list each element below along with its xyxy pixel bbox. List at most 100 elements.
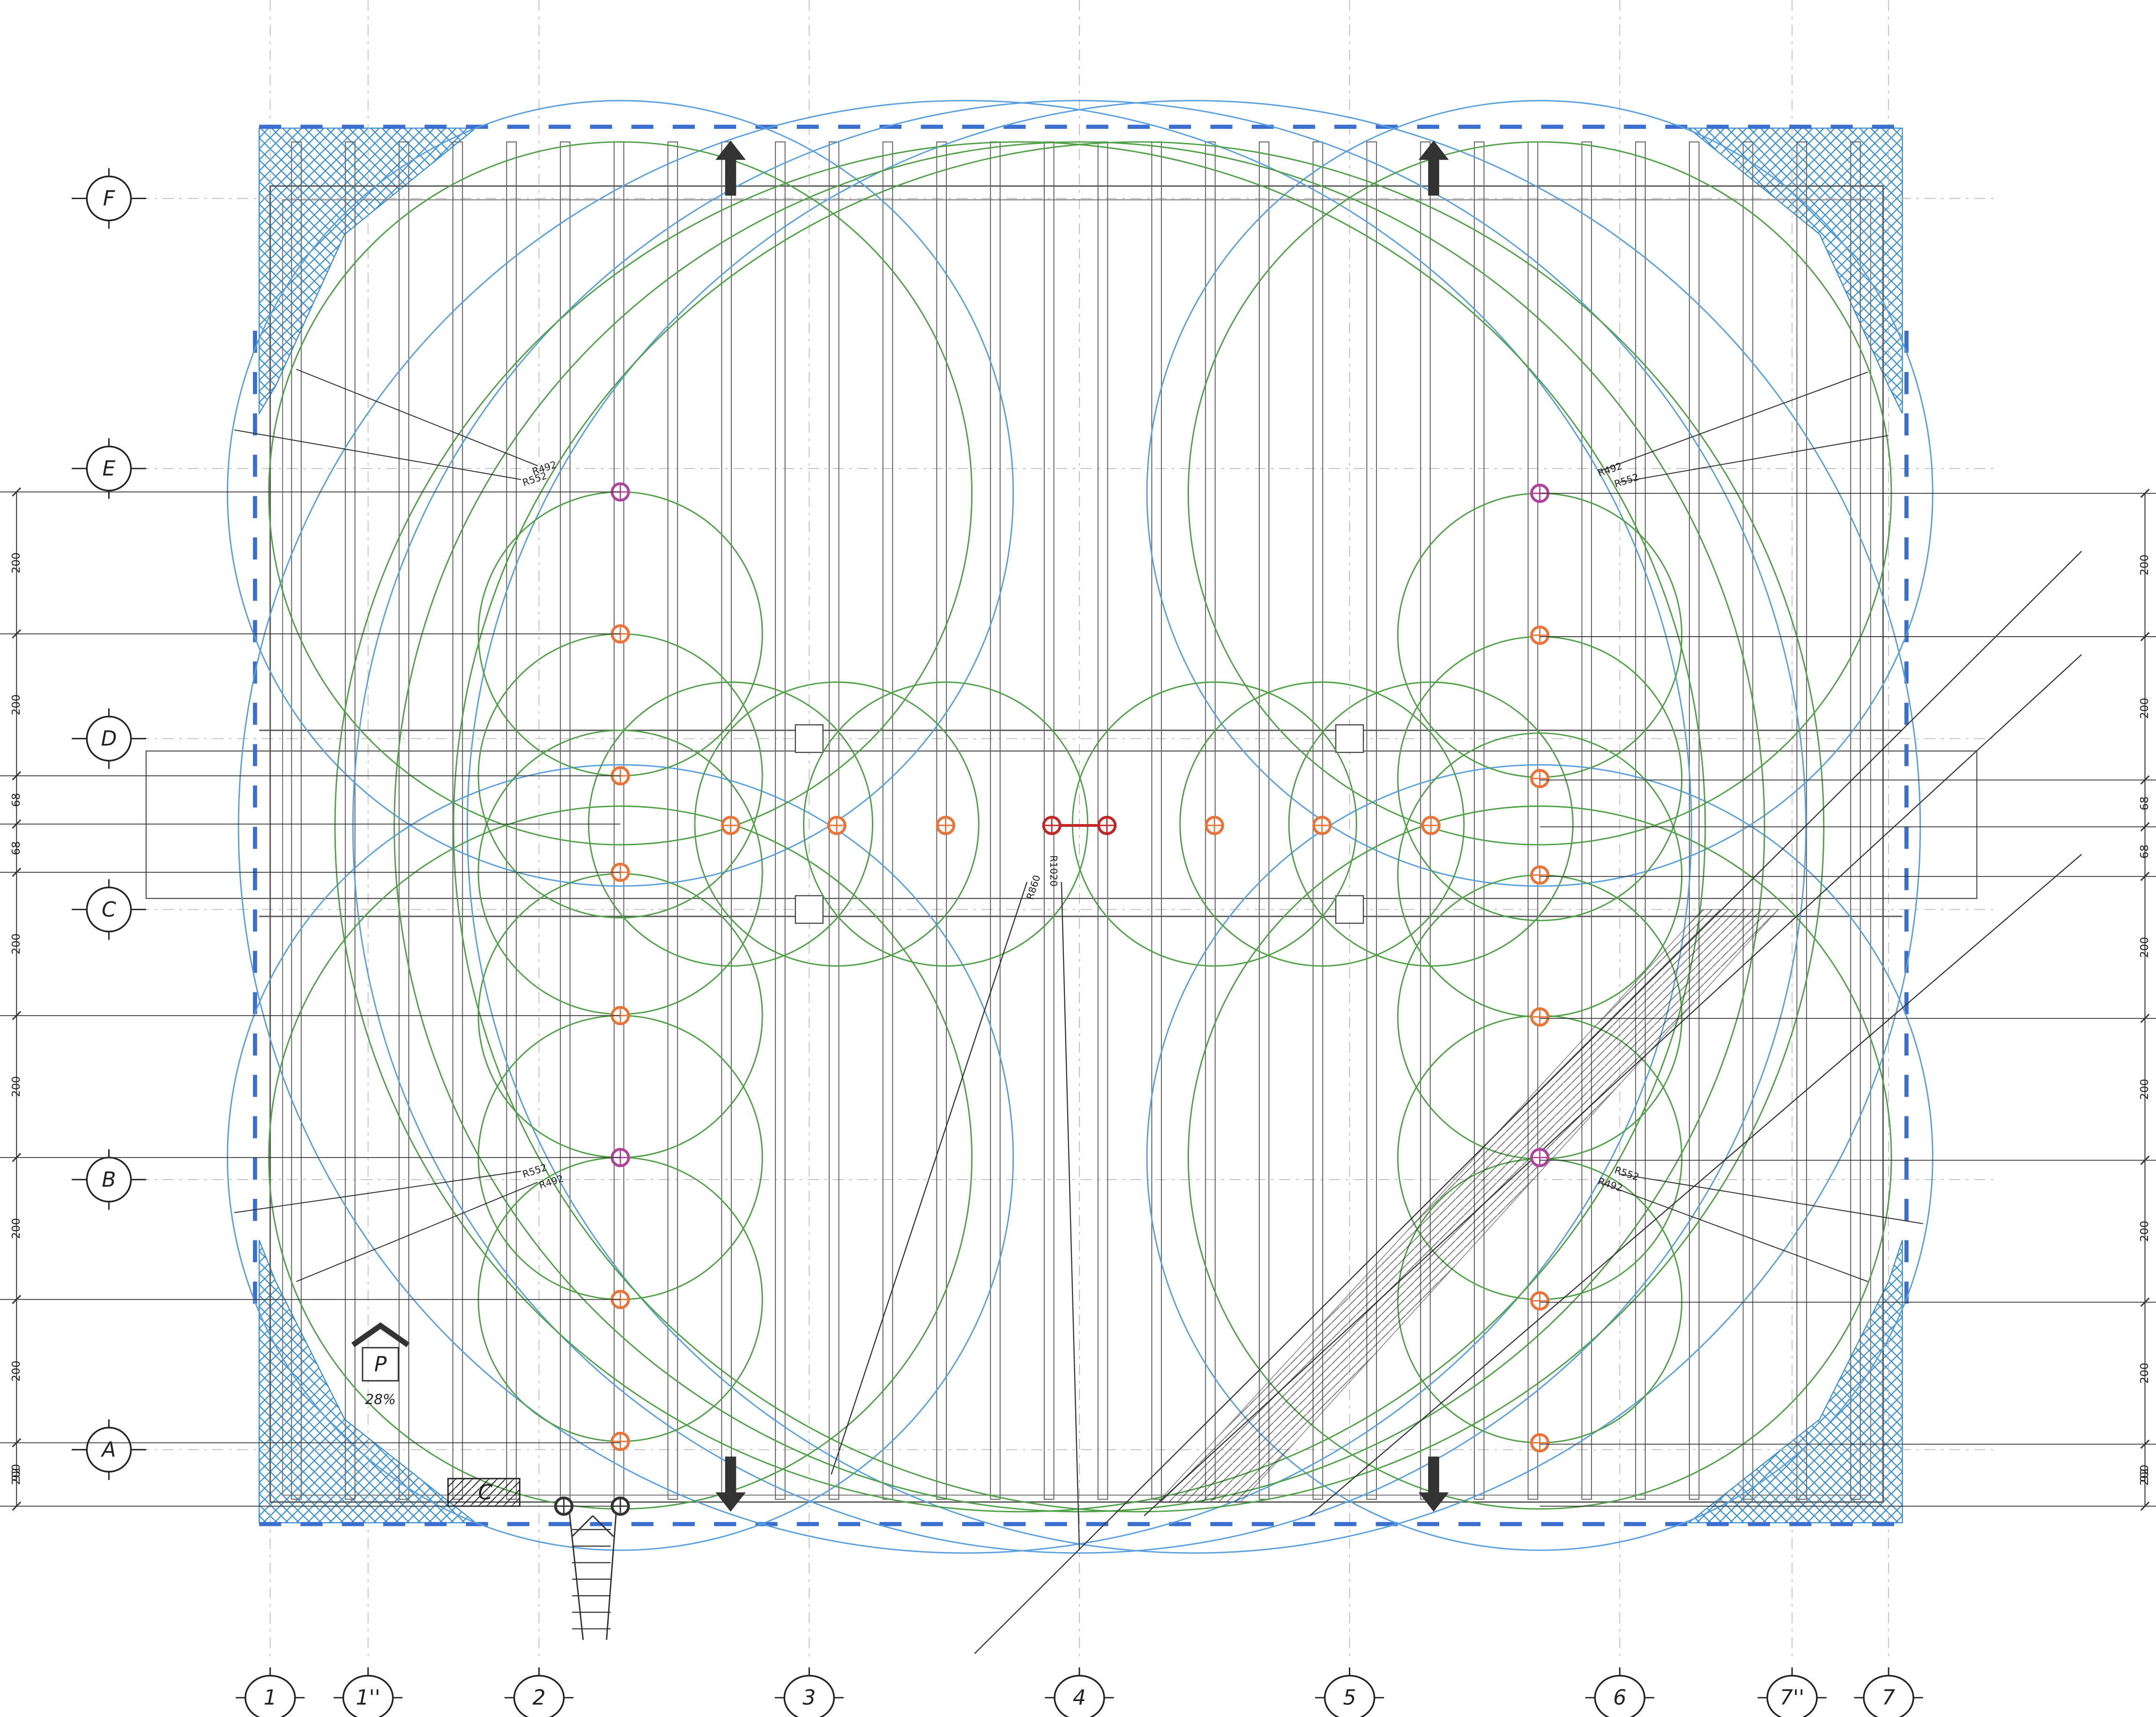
dimension-label: 200 — [2138, 1464, 2151, 1486]
dimension-tick — [12, 819, 22, 829]
beam — [1796, 141, 1807, 1500]
range-circle — [334, 141, 1706, 1513]
range-circle — [694, 681, 980, 967]
dimension-tick — [12, 1152, 22, 1162]
dimension-tick — [12, 1501, 22, 1511]
radius-label: R552 — [521, 1162, 548, 1180]
grid-bubble — [86, 446, 132, 491]
dimension-tick — [2140, 489, 2150, 498]
dimension-tick — [2140, 1155, 2150, 1165]
leader — [234, 1171, 521, 1213]
beam — [1581, 141, 1592, 1500]
coverage-circle — [238, 100, 1692, 1554]
dimension-tick — [2140, 1013, 2150, 1023]
dimension-tick — [12, 1294, 22, 1304]
dimension-label: 68 — [2138, 845, 2151, 859]
coverage-circle — [1146, 764, 1933, 1551]
grid-row-label: F — [103, 187, 115, 211]
beam — [560, 141, 571, 1500]
leader — [1598, 372, 1868, 472]
exit-arrow — [1418, 1457, 1449, 1512]
grid-bubble — [1863, 1675, 1914, 1717]
grid-column-label: 1'' — [356, 1686, 380, 1710]
parking-roof — [351, 1322, 410, 1347]
grid-bubble — [513, 1675, 565, 1717]
dimension-tick — [12, 629, 22, 639]
radius-label: R860 — [1024, 874, 1042, 901]
dimension-label: 200 — [2138, 937, 2151, 958]
dimension-tick — [12, 1438, 22, 1448]
grid-column-label: 4 — [1073, 1686, 1086, 1710]
grid-bubble — [1054, 1675, 1105, 1717]
leader — [296, 369, 538, 467]
beam — [1366, 141, 1377, 1500]
dimension-label: 200 — [2138, 1363, 2151, 1384]
beam — [1635, 141, 1646, 1500]
slab-outline — [282, 199, 1871, 1496]
grid-column-label: 7 — [1882, 1686, 1895, 1710]
dimension-tick — [2140, 871, 2150, 881]
column — [1335, 895, 1364, 924]
grid-row-label: B — [102, 1168, 116, 1192]
grid-bubble — [86, 715, 132, 762]
dimension-tick — [2140, 1439, 2150, 1449]
radius-label: R552 — [1613, 1164, 1640, 1182]
dimension-label: 200 — [2138, 555, 2151, 576]
grid-row-label: A — [100, 1438, 116, 1462]
dimension-label: 68 — [2138, 796, 2151, 810]
dimension-tick — [2140, 775, 2150, 785]
beam — [775, 141, 786, 1500]
leader — [1620, 435, 1889, 483]
range-circle — [268, 141, 973, 846]
grid-column-label: 7'' — [1780, 1686, 1804, 1710]
grid-bubble — [245, 1675, 296, 1717]
dimension-label: 92 — [9, 1467, 22, 1481]
dimension-tick — [2140, 632, 2150, 641]
slab-outline — [269, 185, 1884, 1503]
beam — [667, 141, 678, 1500]
grid-bubble — [86, 1427, 132, 1473]
column — [795, 724, 824, 753]
dimension-tick — [2140, 1501, 2150, 1511]
beam — [990, 141, 1001, 1500]
dimension-tick — [2140, 822, 2150, 832]
grid-bubble — [1323, 1675, 1375, 1717]
parking-symbol: P — [374, 1353, 387, 1376]
dimension-label: 200 — [9, 1076, 22, 1097]
dimension-label: 200 — [9, 1360, 22, 1382]
grid-row-label: D — [101, 727, 117, 751]
beam — [345, 141, 356, 1500]
coverage-circle — [227, 100, 1014, 887]
grid-bubble — [783, 1675, 835, 1717]
beam — [1151, 141, 1162, 1500]
grid-column-label: 5 — [1343, 1686, 1356, 1710]
leader — [234, 429, 521, 480]
column — [1335, 724, 1364, 753]
exit-arrow — [1418, 141, 1449, 196]
beam — [452, 141, 463, 1500]
grid-bubble — [86, 175, 132, 222]
beam — [398, 141, 409, 1500]
beam — [1473, 141, 1485, 1500]
dimension-label: 68 — [9, 793, 22, 807]
leader — [1620, 1174, 1923, 1224]
grid-column-label: 1 — [264, 1686, 277, 1710]
grid-row-label: C — [102, 898, 116, 922]
dimension-label: 200 — [9, 694, 22, 715]
dimension-label: 68 — [9, 841, 22, 855]
grid-column-label: 6 — [1613, 1686, 1626, 1710]
grid-column-label: 3 — [803, 1686, 816, 1710]
beam — [1742, 141, 1754, 1500]
hatch-label: C — [478, 1480, 492, 1504]
dimension-tick — [12, 868, 22, 877]
radius-line — [831, 882, 1028, 1475]
grid-bubble — [1766, 1675, 1818, 1717]
dimension-label: 200 — [9, 1464, 22, 1485]
radius-line — [1061, 882, 1080, 1551]
dimension-tick — [12, 1011, 22, 1020]
grid-bubble — [86, 886, 132, 933]
ramp — [1157, 909, 1779, 1503]
beam — [1850, 141, 1861, 1500]
dimension-label: 200 — [9, 1218, 22, 1239]
